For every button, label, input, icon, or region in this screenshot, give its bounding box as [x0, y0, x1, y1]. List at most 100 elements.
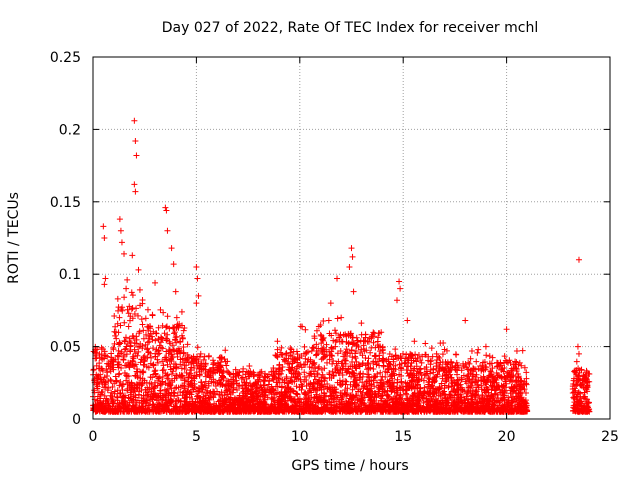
data-point	[98, 344, 105, 351]
data-point	[103, 398, 110, 405]
data-point	[99, 367, 106, 374]
data-point	[519, 347, 526, 354]
data-point	[222, 347, 229, 354]
data-point	[143, 331, 150, 338]
data-point	[178, 308, 185, 315]
data-point	[93, 362, 100, 369]
data-point	[136, 404, 143, 411]
data-point	[486, 353, 493, 360]
data-point	[433, 350, 440, 357]
data-point	[101, 392, 108, 399]
data-point	[163, 390, 170, 397]
data-point	[151, 390, 158, 397]
data-point	[145, 327, 152, 334]
data-point	[148, 354, 155, 361]
data-point	[150, 328, 157, 335]
data-point	[125, 373, 132, 380]
data-point	[145, 335, 152, 342]
data-point	[132, 188, 139, 195]
data-point	[146, 408, 153, 415]
x-tick-label: 15	[394, 429, 412, 445]
data-point	[194, 275, 201, 282]
data-point	[153, 330, 160, 337]
data-point	[212, 383, 219, 390]
data-point	[112, 408, 119, 415]
data-point	[287, 345, 294, 352]
data-point	[180, 327, 187, 334]
data-point	[103, 366, 110, 373]
data-point	[97, 399, 104, 406]
data-point	[132, 137, 139, 144]
data-point	[222, 358, 229, 365]
data-point	[174, 323, 181, 330]
data-point	[353, 334, 360, 341]
data-point	[94, 375, 101, 382]
data-point	[503, 326, 510, 333]
data-point	[120, 353, 127, 360]
data-point	[100, 223, 107, 230]
data-point	[136, 407, 143, 414]
data-point	[121, 250, 128, 257]
data-point	[246, 362, 253, 369]
data-point	[121, 346, 128, 353]
data-point	[140, 369, 147, 376]
data-point	[149, 396, 156, 403]
data-point	[122, 338, 129, 345]
data-point	[396, 278, 403, 285]
data-point	[217, 364, 224, 371]
data-point	[138, 400, 145, 407]
data-point	[320, 317, 327, 324]
data-point	[181, 388, 188, 395]
data-point	[195, 292, 202, 299]
data-point	[161, 330, 168, 337]
data-point	[144, 389, 151, 396]
data-point	[468, 348, 475, 355]
data-point	[523, 369, 530, 376]
data-point	[147, 350, 154, 357]
data-point	[175, 408, 182, 415]
data-point	[261, 377, 268, 384]
data-point	[219, 369, 226, 376]
data-point	[108, 389, 115, 396]
data-point	[139, 345, 146, 352]
data-point	[123, 362, 130, 369]
data-point	[157, 387, 164, 394]
data-point	[101, 407, 108, 414]
data-point	[338, 314, 345, 321]
data-point	[150, 385, 157, 392]
data-point	[171, 347, 178, 354]
data-point	[166, 338, 173, 345]
data-point	[273, 352, 280, 359]
data-point	[112, 356, 119, 363]
data-point	[404, 317, 411, 324]
data-point	[327, 300, 334, 307]
data-point	[127, 389, 134, 396]
data-point	[162, 354, 169, 361]
data-point	[114, 387, 121, 394]
data-point	[123, 372, 130, 379]
data-point	[112, 373, 119, 380]
data-point	[185, 374, 192, 381]
data-point	[130, 408, 137, 415]
data-point	[149, 336, 156, 343]
data-point	[193, 263, 200, 270]
data-point	[98, 351, 105, 358]
data-point	[181, 325, 188, 332]
data-point	[112, 329, 119, 336]
data-point	[352, 364, 359, 371]
data-point	[348, 245, 355, 252]
data-point	[117, 227, 124, 234]
data-point	[118, 405, 125, 412]
data-point	[462, 317, 469, 324]
data-point	[198, 360, 205, 367]
data-point	[121, 337, 128, 344]
y-tick-label: 0.05	[50, 340, 81, 356]
x-tick-label: 0	[89, 429, 98, 445]
data-point	[108, 350, 115, 357]
data-point	[422, 340, 429, 347]
data-point	[126, 384, 133, 391]
data-point	[139, 321, 146, 328]
data-point	[144, 345, 151, 352]
data-point	[98, 376, 105, 383]
data-point	[155, 393, 162, 400]
